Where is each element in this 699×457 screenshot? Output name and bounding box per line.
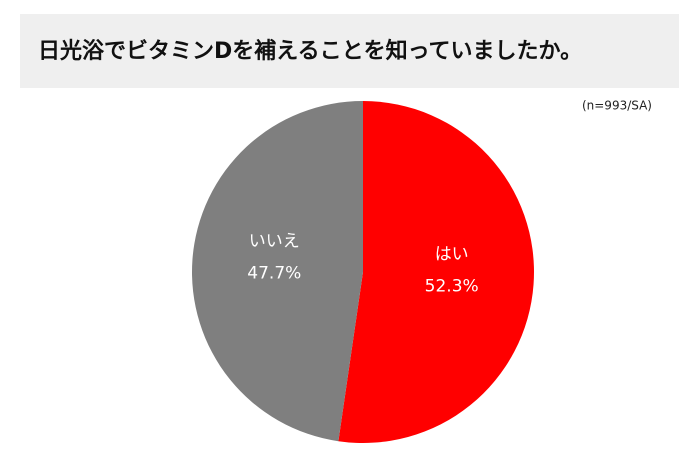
pie-slice [338, 101, 534, 443]
slice-value-label: 52.3% [425, 276, 479, 296]
slice-category-label: いいえ [249, 232, 300, 252]
pie-slice [191, 100, 363, 442]
slice-value-label: 47.7% [247, 264, 301, 284]
chart-title: 日光浴でビタミンDを補えることを知っていましたか。 [38, 38, 582, 64]
slice-category-label: はい [435, 244, 469, 264]
subtitle: (n=993/SA) [582, 99, 652, 113]
title-box [20, 14, 679, 88]
